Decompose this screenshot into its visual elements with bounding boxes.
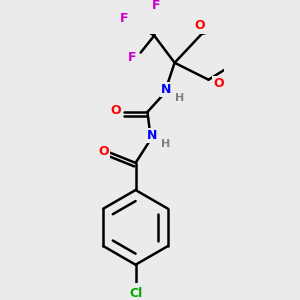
Text: N: N: [161, 83, 171, 96]
Text: N: N: [147, 129, 158, 142]
Text: O: O: [213, 76, 224, 90]
Text: O: O: [195, 19, 206, 32]
Text: F: F: [119, 12, 128, 25]
Text: H: H: [161, 139, 171, 149]
Text: O: O: [110, 104, 121, 117]
Text: F: F: [128, 51, 136, 64]
Text: F: F: [152, 0, 160, 12]
Text: Cl: Cl: [129, 287, 142, 300]
Text: H: H: [175, 93, 184, 103]
Text: O: O: [98, 145, 109, 158]
